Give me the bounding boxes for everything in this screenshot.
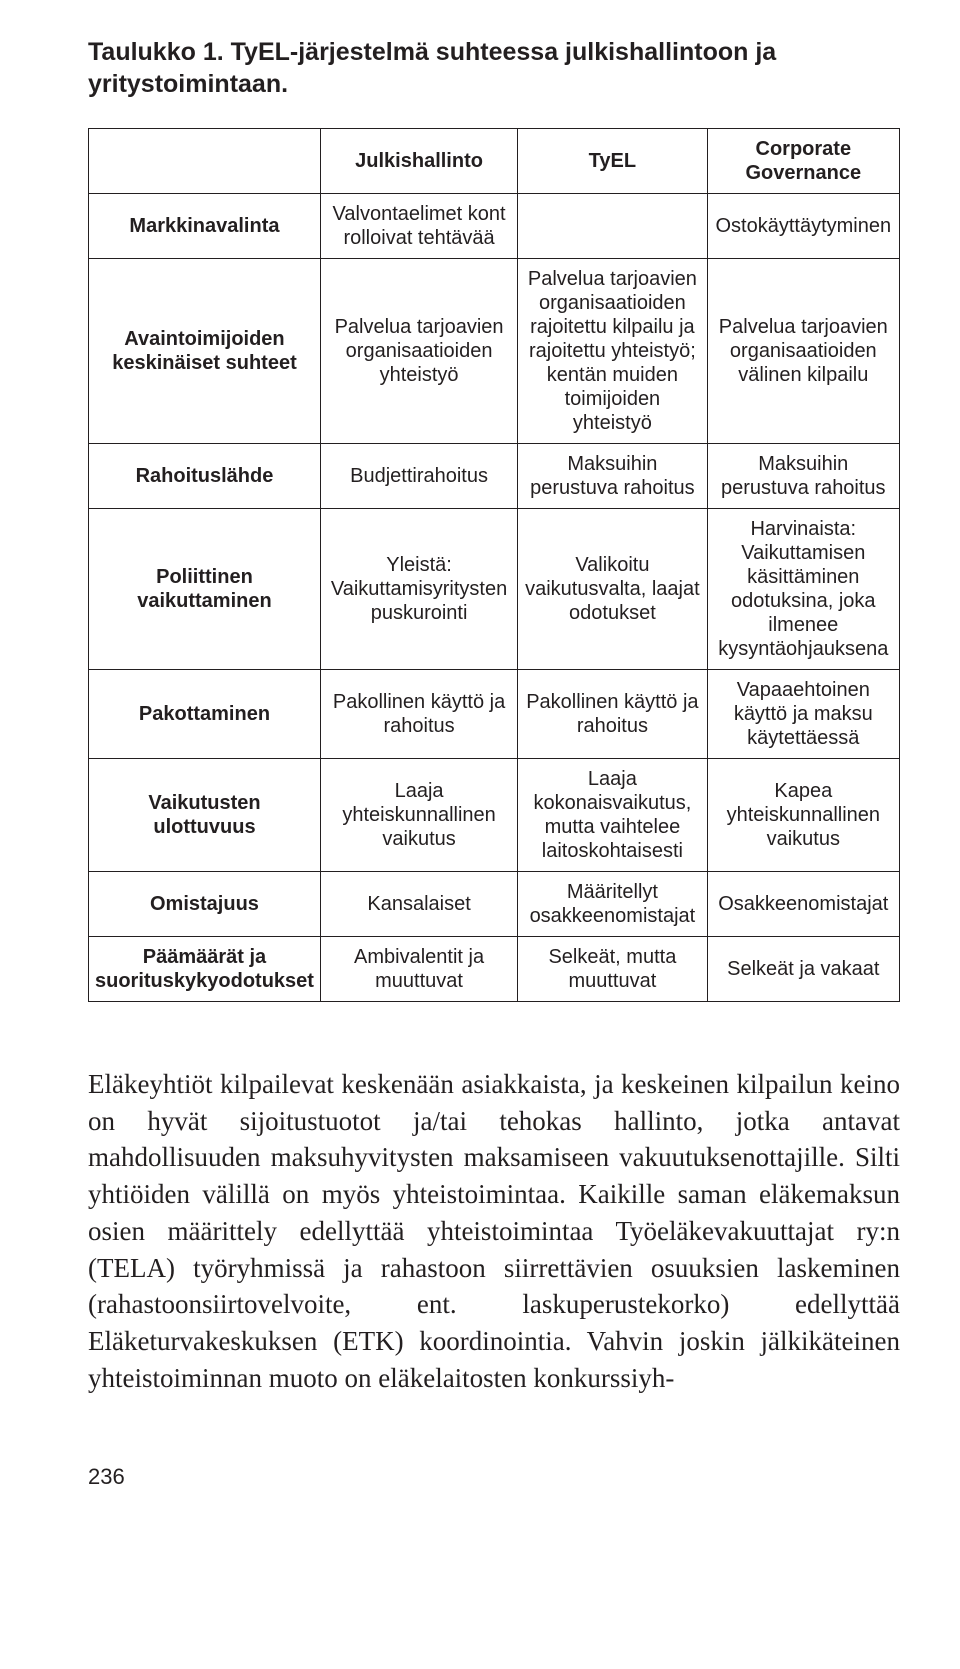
table-row: Vaikutusten ulottuvuus Laaja yhteiskunna… [89, 759, 900, 872]
cell: Ambivalentit ja muuttuvat [320, 937, 517, 1002]
cell: Maksuihin perustuva rahoitus [518, 444, 707, 509]
cell: Laaja kokonaisvaikutus, mutta vaihtelee … [518, 759, 707, 872]
table-caption: Taulukko 1. TyEL-järjestelmä suhteessa j… [88, 36, 900, 100]
cell [518, 194, 707, 259]
header-blank [89, 129, 321, 194]
table-row: Markkinavalinta Valvontaelimet kont roll… [89, 194, 900, 259]
cell: Palvelua tarjoavien organisaatioiden raj… [518, 259, 707, 444]
cell: Vapaaehtoinen käyttö ja maksu käytettäes… [707, 670, 899, 759]
table-row: Avaintoimijoiden keskinäiset suhteet Pal… [89, 259, 900, 444]
cell: Pakollinen käyttö ja rahoitus [320, 670, 517, 759]
cell: Kapea yhteiskunnallinen vaikutus [707, 759, 899, 872]
header-col-corporate-governance: Corporate Governance [707, 129, 899, 194]
cell: Palvelua tarjoavien organisaatioiden yht… [320, 259, 517, 444]
row-label: Vaikutusten ulottuvuus [89, 759, 321, 872]
cell: Kansalaiset [320, 872, 517, 937]
row-label: Markkinavalinta [89, 194, 321, 259]
cell: Selkeät ja vakaat [707, 937, 899, 1002]
cell: Laaja yhteiskunnallinen vaikutus [320, 759, 517, 872]
cell: Valikoitu vaikutusvalta, laajat odotukse… [518, 509, 707, 670]
row-label: Päämäärät ja suorituskykyodotukset [89, 937, 321, 1002]
cell: Määritellyt osakkeenomistajat [518, 872, 707, 937]
row-label: Omistajuus [89, 872, 321, 937]
cell: Ostokäyttäytyminen [707, 194, 899, 259]
cell: Osakkeenomistajat [707, 872, 899, 937]
table-row: Rahoituslähde Budjettirahoitus Maksuihin… [89, 444, 900, 509]
cell: Palvelua tarjoavien organisaatioiden väl… [707, 259, 899, 444]
cell: Yleistä: Vaikuttamisyritysten puskuroint… [320, 509, 517, 670]
header-col-tyel: TyEL [518, 129, 707, 194]
document-page: Taulukko 1. TyEL-järjestelmä suhteessa j… [0, 0, 960, 1669]
body-paragraph: Eläkeyhtiöt kilpailevat keskenään asiakk… [88, 1066, 900, 1396]
page-number: 236 [88, 1464, 900, 1490]
cell: Selkeät, mutta muuttuvat [518, 937, 707, 1002]
cell: Harvinaista: Vaikuttamisen käsittäminen … [707, 509, 899, 670]
table-row: Päämäärät ja suorituskykyodotukset Ambiv… [89, 937, 900, 1002]
cell: Maksuihin perustuva rahoitus [707, 444, 899, 509]
table-row: Poliittinen vaikuttaminen Yleistä: Vaiku… [89, 509, 900, 670]
row-label: Avaintoimijoiden keskinäiset suhteet [89, 259, 321, 444]
table-row: Pakottaminen Pakollinen käyttö ja rahoit… [89, 670, 900, 759]
cell: Valvontaelimet kont rolloivat tehtävää [320, 194, 517, 259]
header-col-julkishallinto: Julkishallinto [320, 129, 517, 194]
comparison-table: Julkishallinto TyEL Corporate Governance… [88, 128, 900, 1002]
cell: Pakollinen käyttö ja rahoitus [518, 670, 707, 759]
row-label: Poliittinen vaikuttaminen [89, 509, 321, 670]
row-label: Pakottaminen [89, 670, 321, 759]
row-label: Rahoituslähde [89, 444, 321, 509]
table-header-row: Julkishallinto TyEL Corporate Governance [89, 129, 900, 194]
table-row: Omistajuus Kansalaiset Määritellyt osakk… [89, 872, 900, 937]
cell: Budjettirahoitus [320, 444, 517, 509]
